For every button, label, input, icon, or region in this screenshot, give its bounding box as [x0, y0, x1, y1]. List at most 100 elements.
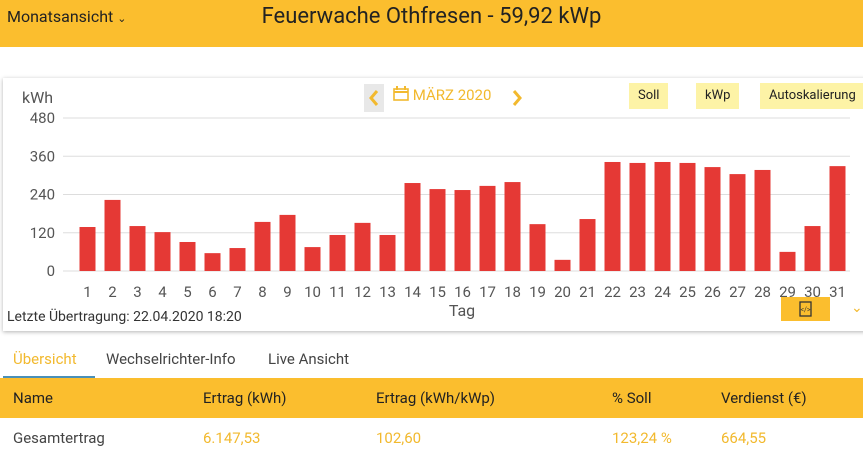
x-tick-label: 3: [133, 283, 141, 301]
x-tick-label: 22: [604, 283, 621, 301]
x-tick-label: 14: [404, 283, 421, 301]
table-row: Gesamtertrag 6.147,53 102,60 123,24 % 66…: [0, 418, 863, 454]
column-header: Verdienst (€): [721, 389, 807, 407]
bar: [504, 182, 521, 271]
bar: [604, 161, 621, 271]
month-label: MÄRZ 2020: [393, 86, 491, 104]
bar: [479, 185, 496, 271]
x-tick-label: 21: [579, 283, 596, 301]
tab-underline: [3, 376, 95, 378]
column-header: Name: [13, 389, 53, 407]
export-button[interactable]: </>: [781, 297, 830, 321]
x-tick-label: 13: [379, 283, 396, 301]
soll-button[interactable]: Soll: [629, 83, 669, 109]
bar: [279, 214, 296, 271]
bar: [254, 221, 271, 271]
y-tick-label: 360: [30, 147, 55, 165]
x-tick-label: 12: [354, 283, 371, 301]
bar: [179, 241, 196, 271]
bar: [579, 219, 596, 271]
bar: [79, 227, 96, 271]
x-tick-label: 10: [304, 283, 321, 301]
y-tick-label: 0: [47, 262, 55, 280]
x-tick-label: 6: [208, 283, 216, 301]
view-select[interactable]: Monatsansicht ⌄: [7, 7, 127, 26]
bar: [104, 199, 121, 271]
last-transmission: Letzte Übertragung: 22.04.2020 18:20: [7, 309, 242, 325]
x-tick-label: 26: [704, 283, 721, 301]
x-tick-label: 25: [679, 283, 696, 301]
x-tick-label: 1: [83, 283, 91, 301]
prev-month[interactable]: [364, 84, 384, 112]
bar: [454, 190, 471, 271]
expand-toggle[interactable]: ⌄: [851, 300, 863, 316]
x-tick-label: 7: [233, 283, 241, 301]
bar: [654, 161, 671, 271]
bar: [629, 162, 646, 271]
header-bar: Monatsansicht ⌄ Feuerwache Othfresen - 5…: [0, 0, 863, 47]
x-tick-label: 5: [183, 283, 191, 301]
x-tick-label: 28: [754, 283, 771, 301]
x-tick-label: 23: [629, 283, 646, 301]
cell: Gesamtertrag: [13, 429, 105, 447]
bar: [379, 234, 396, 271]
svg-text:</>: </>: [800, 306, 810, 314]
x-tick-label: 8: [258, 283, 266, 301]
kwp-button[interactable]: kWp: [696, 83, 740, 109]
autoscale-button[interactable]: Autoskalierung: [760, 83, 863, 109]
x-tick-label: 4: [158, 283, 167, 301]
next-month[interactable]: [508, 84, 528, 116]
view-select-label: Monatsansicht: [7, 7, 114, 26]
bar: [704, 167, 721, 271]
tab[interactable]: Live Ansicht: [268, 350, 350, 368]
x-tick-label: 30: [804, 283, 821, 301]
x-tick-label: 16: [454, 283, 471, 301]
y-tick-label: 240: [30, 186, 55, 204]
column-header: Ertrag (kWh/kWp): [376, 389, 496, 407]
bar: [329, 234, 346, 271]
cell: 6.147,53: [203, 429, 261, 447]
bar: [829, 166, 846, 271]
tab[interactable]: Übersicht: [13, 350, 77, 368]
bar: [229, 248, 246, 271]
x-tick-label: 24: [654, 283, 671, 301]
tab[interactable]: Wechselrichter-Info: [106, 350, 236, 368]
bar: [154, 232, 171, 271]
column-header: % Soll: [612, 389, 652, 407]
bar: [429, 189, 446, 271]
x-tick-label: 20: [554, 283, 571, 301]
bar: [804, 226, 821, 271]
column-header: Ertrag (kWh): [203, 389, 287, 407]
bar: [779, 251, 796, 271]
bar: [754, 169, 771, 271]
x-tick-label: 2: [108, 283, 116, 301]
x-tick-label: 27: [729, 283, 746, 301]
bar: [679, 162, 696, 271]
bar: [729, 174, 746, 271]
x-axis-label: Tag: [449, 301, 475, 320]
x-tick-label: 31: [829, 283, 846, 301]
bar: [554, 259, 571, 271]
y-tick-label: 480: [30, 109, 55, 127]
cell: 664,55: [721, 429, 767, 447]
table-header: Name Ertrag (kWh) Ertrag (kWh/kWp) % Sol…: [0, 378, 863, 418]
cell: 123,24 %: [612, 429, 672, 447]
header-title: Feuerwache Othfresen - 59,92 kWp: [261, 4, 602, 29]
bar: [304, 247, 321, 271]
y-axis-label: kWh: [22, 88, 53, 107]
x-tick-label: 15: [429, 283, 446, 301]
bar: [529, 224, 546, 271]
bar: [404, 183, 421, 271]
x-tick-label: 29: [779, 283, 796, 301]
x-tick-label: 19: [529, 283, 546, 301]
cell: 102,60: [376, 429, 422, 447]
x-tick-label: 9: [283, 283, 291, 301]
bar: [129, 226, 146, 271]
x-tick-label: 17: [479, 283, 496, 301]
bar: [354, 222, 371, 271]
month-text: MÄRZ 2020: [412, 86, 492, 104]
bar: [204, 253, 221, 271]
x-tick-label: 18: [504, 283, 521, 301]
